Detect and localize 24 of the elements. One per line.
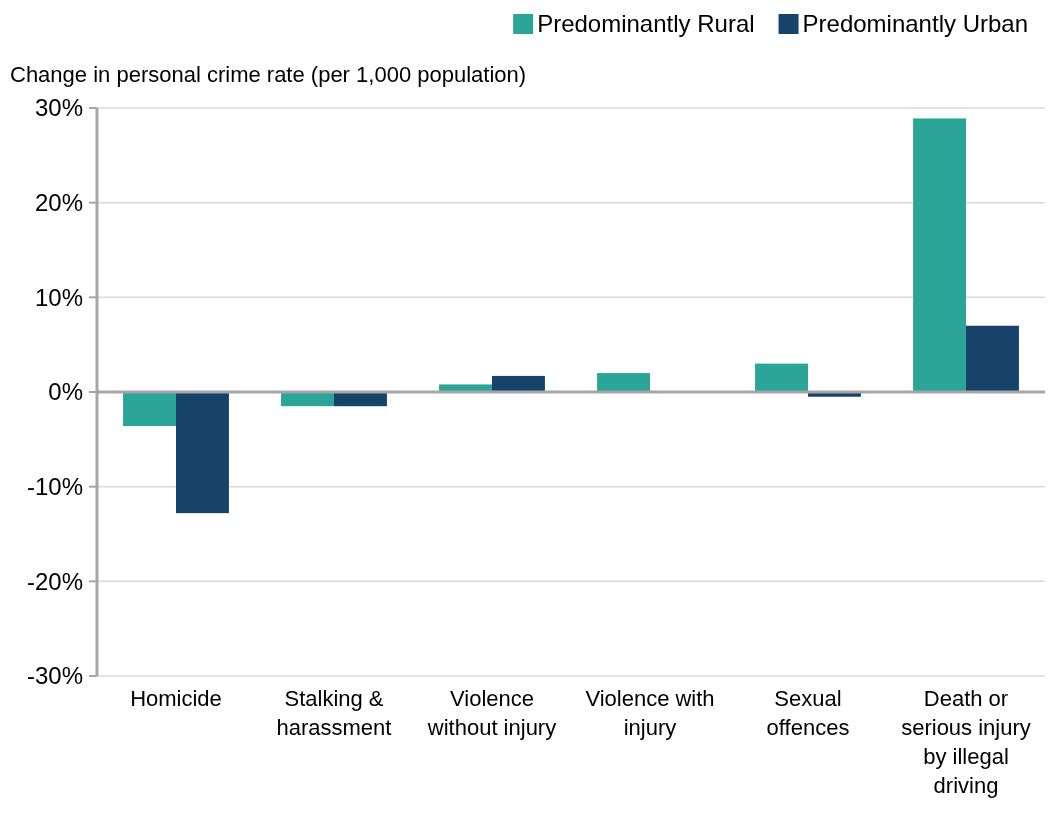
bar	[755, 363, 808, 392]
legend-label: Predominantly Rural	[537, 10, 755, 38]
bar	[492, 375, 545, 392]
x-tick-label: Stalking & harassment	[276, 686, 392, 740]
y-tick-label: 10%	[34, 283, 83, 311]
bar	[966, 325, 1019, 392]
y-tick-label: -20%	[26, 567, 83, 595]
bar	[913, 118, 966, 392]
x-tick-label: Violence with injury	[585, 686, 715, 740]
bar	[597, 373, 650, 392]
y-tick-label: -10%	[26, 473, 83, 501]
bar	[439, 384, 492, 392]
y-axis-title: Change in personal crime rate (per 1,000 population)	[10, 62, 527, 87]
bar	[123, 392, 176, 427]
y-tick-label: 0%	[48, 378, 83, 406]
y-tick-label: -30%	[26, 662, 83, 690]
x-tick-label: Death or serious injury by illegal driving	[901, 686, 1031, 798]
legend-label: Predominantly Urban	[802, 10, 1029, 38]
x-tick-label: Sexual offences	[766, 686, 850, 740]
y-tick-label: 30%	[34, 94, 83, 122]
y-tick-label: 20%	[34, 189, 83, 217]
x-tick-label: Violence without injury	[426, 686, 557, 740]
x-tick-label: Homicide	[130, 686, 222, 711]
bar	[176, 392, 229, 514]
